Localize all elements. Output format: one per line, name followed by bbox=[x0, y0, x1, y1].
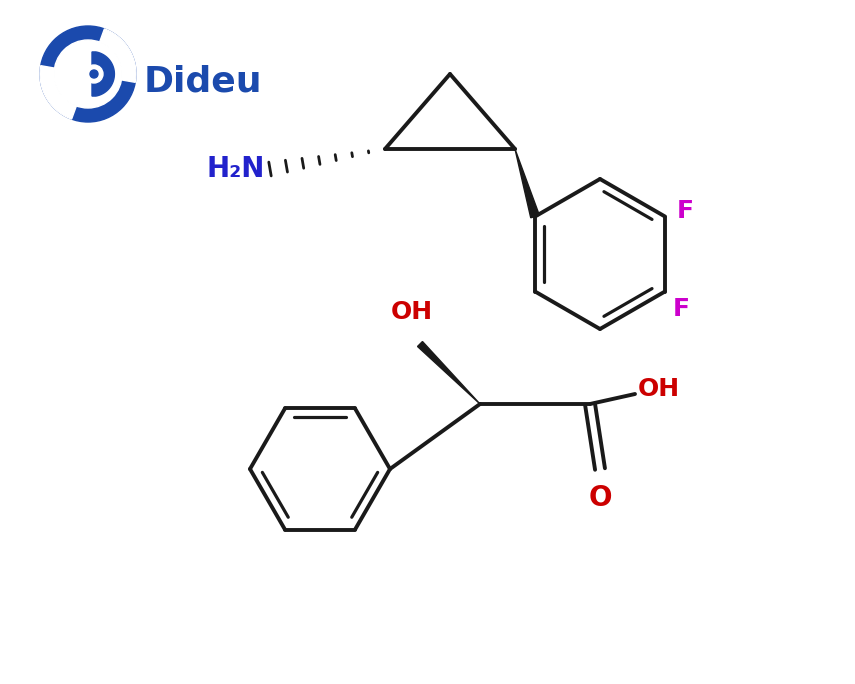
Circle shape bbox=[90, 70, 98, 78]
Text: H₂N: H₂N bbox=[207, 155, 265, 183]
Text: F: F bbox=[673, 298, 690, 321]
Text: Dideu: Dideu bbox=[144, 65, 262, 99]
Circle shape bbox=[40, 26, 136, 122]
Text: O: O bbox=[588, 484, 611, 512]
Polygon shape bbox=[100, 29, 136, 82]
Text: OH: OH bbox=[638, 377, 680, 401]
Text: F: F bbox=[677, 200, 694, 224]
Polygon shape bbox=[40, 66, 76, 119]
Polygon shape bbox=[417, 341, 480, 404]
Text: OH: OH bbox=[391, 300, 433, 324]
Circle shape bbox=[54, 40, 122, 108]
Polygon shape bbox=[515, 149, 540, 218]
Polygon shape bbox=[92, 52, 115, 96]
Circle shape bbox=[85, 65, 103, 83]
